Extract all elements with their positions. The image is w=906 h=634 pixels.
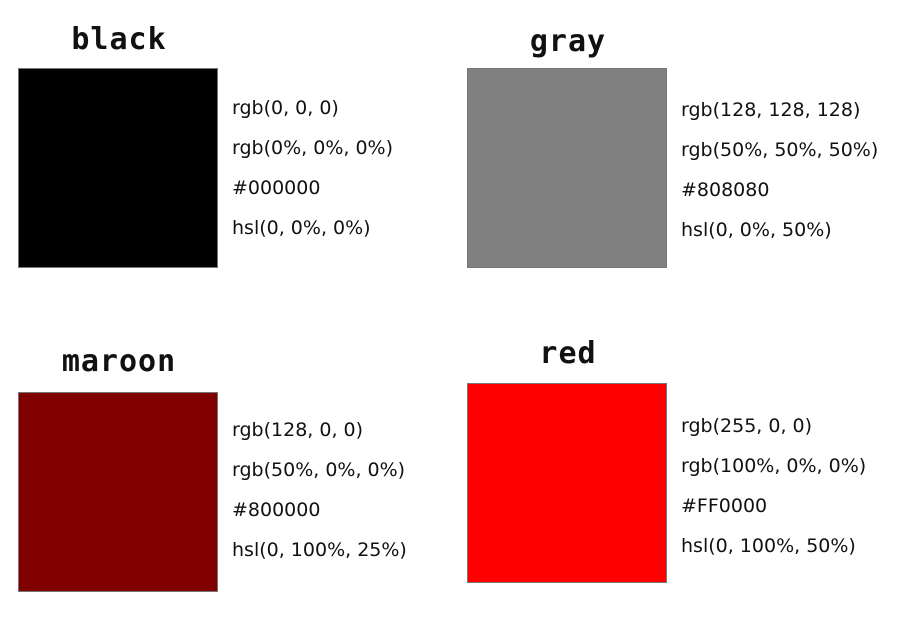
hex-code: #000000	[232, 177, 321, 199]
color-codes-list: rgb(255, 0, 0) rgb(100%, 0%, 0%) #FF0000…	[681, 406, 866, 566]
color-swatch	[467, 383, 667, 583]
hsl-code: hsl(0, 0%, 0%)	[232, 217, 371, 239]
hex-code: #800000	[232, 499, 321, 521]
color-card-red: red rgb(255, 0, 0) rgb(100%, 0%, 0%) #FF…	[467, 336, 906, 626]
hsl-code: hsl(0, 0%, 50%)	[681, 219, 832, 241]
hsl-code: hsl(0, 100%, 25%)	[232, 539, 407, 561]
rgb-percent-code: rgb(50%, 50%, 50%)	[681, 139, 879, 161]
color-name: maroon	[61, 344, 177, 379]
color-name: black	[71, 22, 167, 57]
color-codes-list: rgb(128, 128, 128) rgb(50%, 50%, 50%) #8…	[681, 90, 878, 250]
color-card-black: black rgb(0, 0, 0) rgb(0%, 0%, 0%) #0000…	[18, 22, 458, 312]
rgb-percent-code: rgb(100%, 0%, 0%)	[681, 455, 867, 477]
color-swatch	[467, 68, 667, 268]
color-codes-list: rgb(128, 0, 0) rgb(50%, 0%, 0%) #800000 …	[232, 410, 407, 570]
rgb-percent-code: rgb(0%, 0%, 0%)	[232, 137, 394, 159]
color-codes-list: rgb(0, 0, 0) rgb(0%, 0%, 0%) #000000 hsl…	[232, 88, 393, 248]
color-swatch	[18, 68, 218, 268]
rgb-code: rgb(255, 0, 0)	[681, 415, 813, 437]
color-name: gray	[529, 24, 607, 59]
rgb-code: rgb(128, 0, 0)	[232, 419, 364, 441]
rgb-code: rgb(0, 0, 0)	[232, 97, 339, 119]
color-name: red	[539, 336, 597, 371]
color-swatch	[18, 392, 218, 592]
hex-code: #808080	[681, 179, 770, 201]
hex-code: #FF0000	[681, 495, 768, 517]
color-card-gray: gray rgb(128, 128, 128) rgb(50%, 50%, 50…	[467, 24, 906, 314]
rgb-percent-code: rgb(50%, 0%, 0%)	[232, 459, 406, 481]
rgb-code: rgb(128, 128, 128)	[681, 99, 861, 121]
hsl-code: hsl(0, 100%, 50%)	[681, 535, 856, 557]
color-card-maroon: maroon rgb(128, 0, 0) rgb(50%, 0%, 0%) #…	[18, 344, 458, 634]
